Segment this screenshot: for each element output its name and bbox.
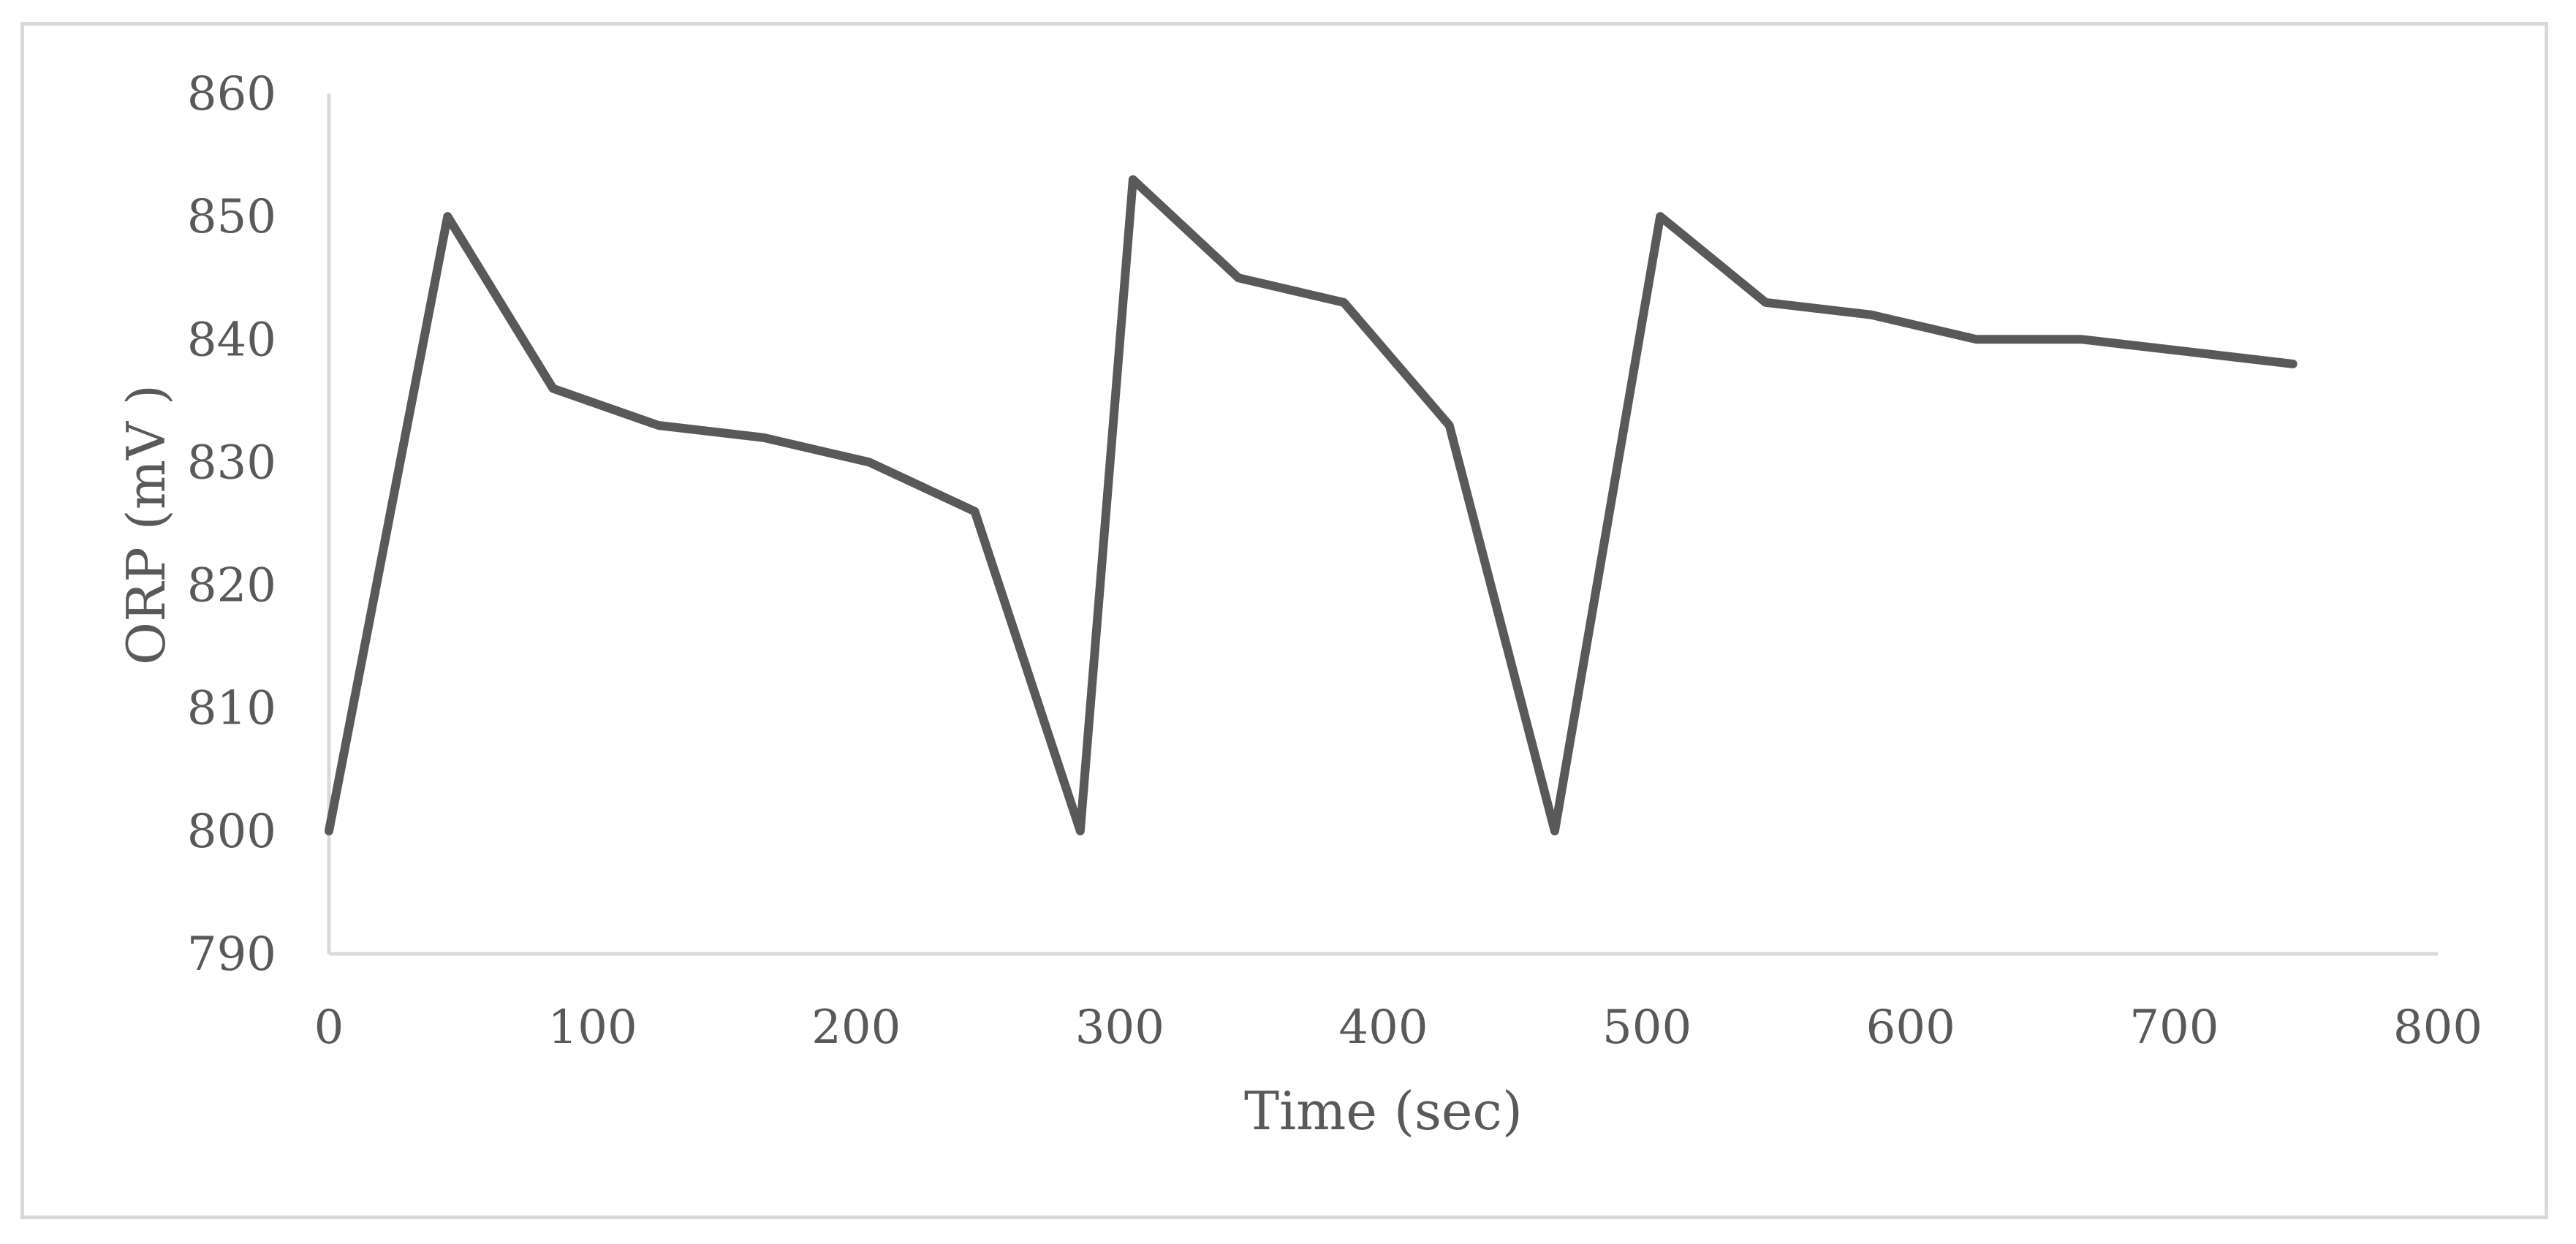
x-tick-label: 200 xyxy=(811,1001,901,1055)
x-tick-label: 0 xyxy=(314,1001,344,1055)
chart-frame xyxy=(20,22,2548,1219)
axes xyxy=(327,94,2438,956)
y-tick-label: 850 xyxy=(187,190,276,244)
y-tick-label: 800 xyxy=(187,805,276,859)
y-tick-label: 860 xyxy=(187,67,276,121)
y-tick-label: 790 xyxy=(187,928,276,982)
x-tick-label: 400 xyxy=(1338,1001,1428,1055)
y-axis-title: ORP (mV ) xyxy=(115,384,177,665)
x-tick-label: 800 xyxy=(2393,1001,2482,1055)
x-tick-label: 100 xyxy=(548,1001,637,1055)
y-tick-label: 810 xyxy=(187,682,276,736)
x-axis-title: Time (sec) xyxy=(1244,1080,1523,1142)
y-tick-label: 840 xyxy=(187,313,276,367)
y-tick-label: 820 xyxy=(187,559,276,613)
x-tick-label: 500 xyxy=(1602,1001,1692,1055)
series-line xyxy=(325,175,2297,835)
x-tick-label: 300 xyxy=(1075,1001,1164,1055)
x-tick-label: 600 xyxy=(1866,1001,1955,1055)
y-tick-labels: 790 800 810 820 830 840 850 860 xyxy=(187,67,276,982)
y-tick-label: 830 xyxy=(187,436,276,490)
series-layer xyxy=(325,175,2297,835)
x-tick-labels: 0 100 200 300 400 500 600 700 800 xyxy=(314,1001,2482,1055)
x-tick-label: 700 xyxy=(2129,1001,2219,1055)
